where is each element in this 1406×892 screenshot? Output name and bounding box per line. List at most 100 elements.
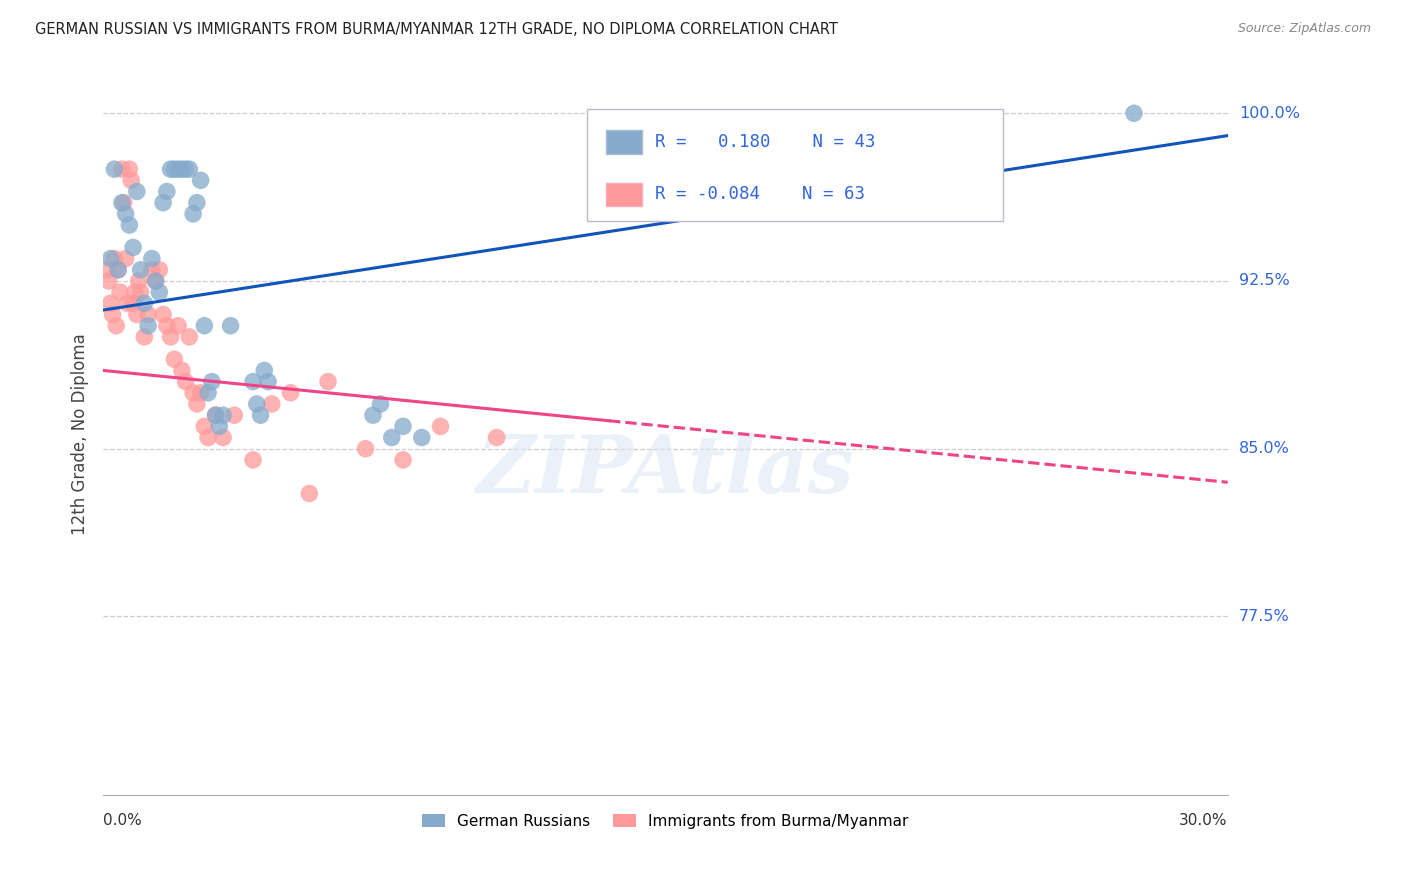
Point — [280, 385, 302, 400]
Point — [125, 308, 148, 322]
Point — [249, 408, 271, 422]
Point — [156, 318, 179, 333]
Point — [145, 274, 167, 288]
Point — [201, 375, 224, 389]
Point — [111, 162, 134, 177]
Point — [125, 185, 148, 199]
Point — [257, 375, 280, 389]
Point — [167, 162, 190, 177]
Point — [381, 431, 404, 445]
Point — [122, 240, 145, 254]
Point — [179, 330, 201, 344]
Point — [136, 308, 159, 322]
Point — [186, 195, 208, 210]
Point — [152, 308, 174, 322]
Point — [361, 408, 384, 422]
Text: ZIPAtlas: ZIPAtlas — [477, 432, 853, 509]
Point — [411, 431, 433, 445]
Point — [190, 385, 212, 400]
Point — [129, 285, 152, 300]
Legend: German Russians, Immigrants from Burma/Myanmar: German Russians, Immigrants from Burma/M… — [416, 807, 915, 835]
Point — [103, 162, 125, 177]
Point — [105, 318, 128, 333]
Point — [152, 195, 174, 210]
Point — [103, 252, 125, 266]
Point — [114, 207, 136, 221]
Point — [354, 442, 377, 456]
Point — [114, 252, 136, 266]
Point — [370, 397, 392, 411]
Point — [163, 352, 186, 367]
Point — [181, 207, 204, 221]
Point — [298, 486, 321, 500]
Point — [392, 453, 415, 467]
Point — [208, 419, 231, 434]
Point — [253, 363, 276, 377]
Point — [124, 285, 146, 300]
Point — [174, 162, 197, 177]
Point — [96, 262, 118, 277]
Point — [122, 296, 145, 310]
FancyBboxPatch shape — [606, 130, 641, 153]
Point — [179, 162, 201, 177]
Text: 77.5%: 77.5% — [1239, 609, 1289, 624]
Point — [204, 408, 226, 422]
Point — [174, 375, 197, 389]
Point — [170, 162, 193, 177]
Point — [101, 308, 124, 322]
Text: GERMAN RUSSIAN VS IMMIGRANTS FROM BURMA/MYANMAR 12TH GRADE, NO DIPLOMA CORRELATI: GERMAN RUSSIAN VS IMMIGRANTS FROM BURMA/… — [35, 22, 838, 37]
Point — [136, 318, 159, 333]
Point — [120, 173, 142, 187]
Point — [156, 185, 179, 199]
Point — [224, 408, 246, 422]
Point — [204, 408, 226, 422]
Point — [197, 385, 219, 400]
Text: 0.0%: 0.0% — [103, 814, 142, 829]
Point — [197, 431, 219, 445]
Point — [100, 252, 122, 266]
Point — [117, 296, 139, 310]
Text: R = -0.084    N = 63: R = -0.084 N = 63 — [655, 186, 865, 203]
Point — [190, 173, 212, 187]
Point — [242, 453, 264, 467]
Point — [148, 262, 170, 277]
Text: 85.0%: 85.0% — [1239, 442, 1289, 456]
FancyBboxPatch shape — [586, 109, 1002, 221]
Point — [129, 262, 152, 277]
Point — [219, 318, 242, 333]
Point — [598, 162, 620, 177]
Point — [193, 419, 215, 434]
Point — [316, 375, 339, 389]
Point — [159, 162, 181, 177]
Point — [107, 262, 129, 277]
Point — [429, 419, 451, 434]
Point — [148, 285, 170, 300]
Point — [118, 218, 141, 232]
Point — [163, 162, 186, 177]
Point — [170, 363, 193, 377]
Y-axis label: 12th Grade, No Diploma: 12th Grade, No Diploma — [72, 334, 89, 535]
FancyBboxPatch shape — [606, 183, 641, 206]
Point — [1123, 106, 1146, 120]
Point — [145, 274, 167, 288]
Point — [392, 419, 415, 434]
Point — [167, 318, 190, 333]
Point — [111, 195, 134, 210]
Point — [242, 375, 264, 389]
Point — [181, 385, 204, 400]
Point — [134, 296, 156, 310]
Text: 30.0%: 30.0% — [1180, 814, 1227, 829]
Point — [141, 252, 163, 266]
Point — [97, 274, 120, 288]
Point — [112, 195, 135, 210]
Point — [260, 397, 283, 411]
Point — [118, 162, 141, 177]
Point — [193, 318, 215, 333]
Point — [186, 397, 208, 411]
Point — [128, 274, 150, 288]
Point — [485, 431, 508, 445]
Text: 100.0%: 100.0% — [1239, 106, 1301, 120]
Point — [212, 408, 235, 422]
Point — [108, 285, 131, 300]
Point — [212, 431, 235, 445]
